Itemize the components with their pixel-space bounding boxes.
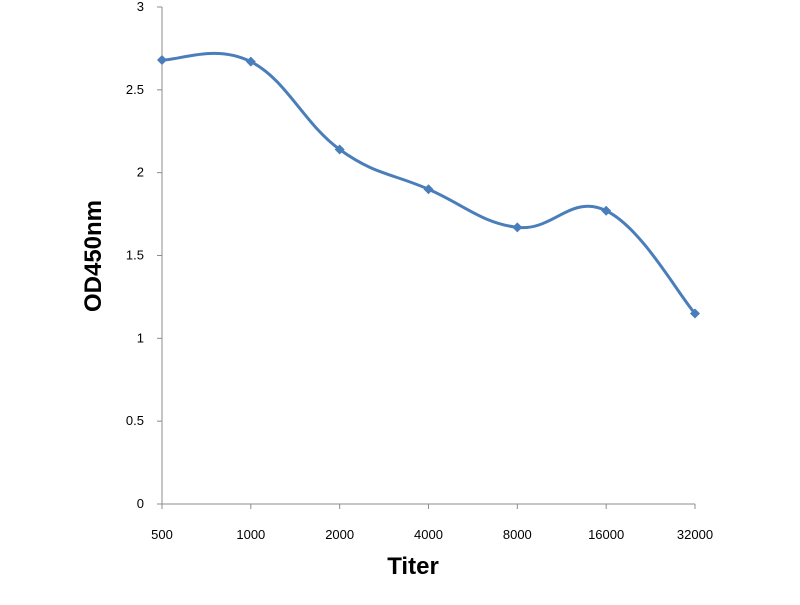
y-tick-label: 2	[137, 165, 144, 180]
data-point-16000	[601, 205, 612, 216]
x-tick-label: 500	[151, 527, 173, 542]
x-axis: 500 1000 2000 4000 8000 16000 32000	[151, 503, 713, 542]
y-tick-label: 2.5	[126, 82, 144, 97]
data-point-2000	[334, 144, 345, 155]
data-point-8000	[512, 222, 523, 233]
data-point-1000	[245, 56, 256, 67]
x-tick-label: 4000	[414, 527, 443, 542]
y-tick-label: 0.5	[126, 413, 144, 428]
y-tick-label: 1	[137, 330, 144, 345]
y-tick-label: 3	[137, 0, 144, 14]
data-point-500	[157, 55, 167, 66]
y-tick-label: 0	[137, 496, 144, 511]
y-axis: 0 0.5 1 1.5 2 2.5 3	[126, 0, 163, 511]
x-tick-label: 1000	[236, 527, 265, 542]
series-line	[160, 51, 697, 315]
y-tick-label: 1.5	[126, 248, 144, 263]
x-tick-label: 16000	[588, 527, 624, 542]
x-tick-label: 32000	[677, 527, 713, 542]
data-point-4000	[423, 184, 434, 195]
x-tick-label: 2000	[325, 527, 354, 542]
series-layer	[157, 51, 700, 319]
x-axis-title: Titer	[387, 553, 439, 580]
y-axis-title: OD450nm	[80, 200, 107, 312]
x-tick-label: 8000	[503, 527, 532, 542]
data-point-32000	[690, 308, 700, 319]
